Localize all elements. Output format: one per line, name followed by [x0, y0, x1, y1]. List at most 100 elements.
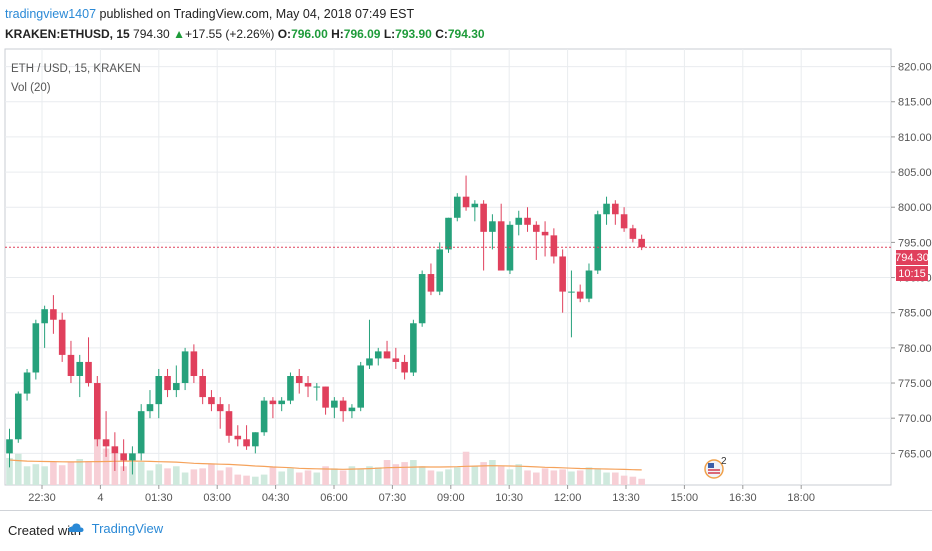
- volume-bar: [155, 464, 163, 485]
- y-tick-label: 820.00: [898, 62, 932, 74]
- publish-line: tradingview1407 published on TradingView…: [5, 7, 414, 21]
- candle-up: [568, 270, 575, 338]
- y-tick-label: 780.00: [898, 343, 932, 355]
- ohlc-line: KRAKEN:ETHUSD, 15 794.30 ▲+17.55 (+2.26%…: [5, 27, 485, 41]
- candle-body: [120, 453, 127, 461]
- candle-down: [216, 397, 224, 429]
- price-tag-text: 794.30: [895, 252, 929, 264]
- candle-down: [94, 376, 101, 447]
- candlestick-chart[interactable]: 765.00770.00775.00780.00785.00790.00795.…: [0, 48, 932, 510]
- candle-body: [252, 432, 259, 447]
- candle-up: [374, 347, 382, 366]
- candle-up: [23, 368, 31, 401]
- footer: Created with TradingView: [0, 510, 932, 551]
- candle-up: [348, 404, 356, 419]
- open-value: 796.00: [291, 27, 328, 41]
- candle-up: [129, 446, 136, 475]
- volume-bar: [304, 470, 312, 485]
- volume-bar: [374, 467, 382, 485]
- volume-bar: [102, 448, 110, 485]
- volume-bar: [76, 459, 84, 485]
- candle-body: [102, 439, 110, 447]
- grid: [5, 49, 891, 485]
- candle-down: [559, 249, 566, 313]
- candle-down: [629, 224, 637, 243]
- candle-up: [155, 368, 163, 419]
- candle-up: [181, 347, 189, 391]
- candle-down: [295, 368, 303, 394]
- candle-body: [269, 400, 277, 405]
- x-tick-label: 12:00: [554, 492, 582, 504]
- candle-up: [313, 383, 321, 401]
- author-link[interactable]: tradingview1407: [5, 7, 97, 21]
- volume-bar: [629, 476, 637, 485]
- x-tick-label: 07:30: [379, 492, 407, 504]
- candle-body: [146, 404, 154, 412]
- candle-down: [234, 425, 242, 447]
- volume-bar: [252, 476, 259, 485]
- candle-up: [252, 432, 259, 454]
- volume-bar: [287, 468, 294, 485]
- candle-body: [603, 203, 610, 215]
- candle-down: [120, 439, 127, 471]
- candle-body: [436, 249, 444, 292]
- volume-bar: [313, 472, 321, 485]
- series-legend: ETH / USD, 15, KRAKEN: [11, 63, 141, 75]
- volume-bar: [348, 466, 356, 485]
- candle-body: [173, 383, 180, 391]
- volume-bar: [550, 470, 558, 485]
- candle-body: [287, 376, 294, 401]
- volume-bar: [533, 472, 540, 485]
- candle-down: [164, 368, 171, 398]
- volume-bar: [603, 472, 610, 485]
- candle-body: [23, 372, 31, 394]
- chart-header: tradingview1407 published on TradingView…: [5, 4, 925, 44]
- chart-area[interactable]: 765.00770.00775.00780.00785.00790.00795.…: [0, 48, 932, 510]
- volume-bar: [436, 471, 444, 485]
- volume-bar: [67, 462, 75, 485]
- volume-bar: [410, 460, 417, 485]
- volume-bar: [94, 435, 101, 485]
- candle-body: [304, 383, 312, 387]
- candle-body: [524, 217, 531, 225]
- candle-body: [576, 291, 584, 299]
- y-tick-label: 765.00: [898, 448, 932, 460]
- event-marker[interactable]: 2: [704, 456, 727, 479]
- volume-bar: [322, 466, 329, 485]
- candle-down: [620, 207, 628, 232]
- volume-bar: [260, 474, 268, 485]
- candle-body: [392, 358, 400, 362]
- volume-bar: [14, 453, 22, 485]
- candle-up: [287, 372, 294, 405]
- time-axis[interactable]: 22:30 4 01:30 03:00 04:30 06:00 07:30 09:00 10:3…: [28, 485, 815, 504]
- candle-body: [295, 376, 303, 384]
- candle-down: [462, 175, 470, 211]
- candle-body: [348, 407, 356, 412]
- volume-bar: [515, 464, 523, 485]
- candle-body: [331, 400, 338, 408]
- volume-bar: [173, 466, 180, 485]
- time-tag-text: 10:15: [898, 268, 926, 280]
- high-label: H:: [331, 27, 344, 41]
- candle-down: [533, 221, 540, 260]
- candle-body: [568, 291, 575, 293]
- candle-body: [216, 404, 224, 412]
- candle-down: [497, 203, 505, 271]
- volume-bar: [585, 467, 593, 485]
- volume-bar: [383, 460, 391, 485]
- x-tick-label: 10:30: [495, 492, 523, 504]
- x-tick-label: 15:00: [671, 492, 699, 504]
- candle-up: [418, 270, 426, 327]
- volume-bar: [620, 475, 628, 485]
- volume-bar: [471, 466, 479, 485]
- candle-down: [550, 228, 558, 264]
- candle-down: [67, 340, 75, 384]
- tradingview-logo[interactable]: TradingView: [68, 521, 163, 536]
- candle-down: [524, 207, 531, 232]
- candle-body: [497, 221, 505, 271]
- candle-up: [436, 242, 444, 296]
- volume-bar: [146, 470, 154, 485]
- low-value: 793.90: [395, 27, 432, 41]
- x-tick-label: 13:30: [612, 492, 640, 504]
- volume-bar: [427, 470, 435, 485]
